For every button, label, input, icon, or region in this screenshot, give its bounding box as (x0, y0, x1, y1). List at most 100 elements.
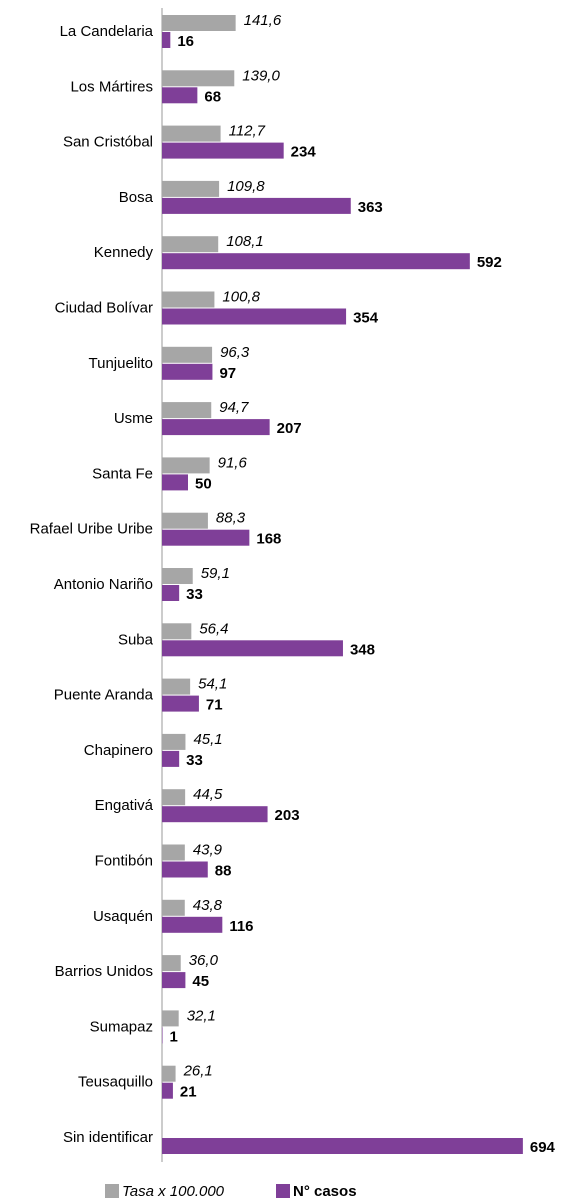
value-label: 116 (229, 918, 253, 935)
category-label: La Candelaria (60, 23, 154, 40)
bar (162, 678, 191, 695)
value-label: 88,3 (216, 510, 246, 527)
value-label: 59,1 (201, 565, 230, 582)
bar (162, 1138, 523, 1154)
bar (162, 806, 268, 823)
value-label: 56,4 (199, 620, 228, 637)
bar (162, 32, 171, 48)
value-label: 203 (275, 807, 300, 824)
value-label: 16 (177, 33, 194, 50)
category-label: Suba (118, 631, 154, 648)
value-label: 43,8 (193, 897, 223, 914)
value-label: 68 (204, 88, 221, 105)
value-label: 91,6 (218, 454, 248, 471)
value-label: 88 (215, 862, 232, 879)
bar (162, 15, 236, 31)
value-label: 100,8 (222, 288, 260, 305)
category-label: Los Mártires (70, 78, 153, 95)
bar (162, 197, 351, 214)
bar (162, 844, 185, 861)
category-label: Sumapaz (90, 1018, 153, 1035)
value-label: 33 (186, 752, 203, 769)
value-label: 94,7 (219, 399, 249, 416)
value-label: 108,1 (226, 233, 264, 250)
legend-label: N° casos (293, 1183, 357, 1200)
bar (162, 125, 221, 142)
bar (162, 142, 284, 159)
bar (162, 529, 250, 546)
value-label: 139,0 (242, 67, 280, 84)
category-label: Fontibón (95, 852, 153, 869)
value-label: 26,1 (183, 1063, 213, 1080)
legend-label: Tasa x 100.000 (122, 1183, 225, 1200)
bar (162, 308, 347, 325)
category-label: Usaquén (93, 908, 153, 925)
value-label: 33 (186, 586, 203, 603)
bar (162, 363, 213, 380)
category-label: Teusaquillo (78, 1074, 153, 1091)
bar (162, 750, 180, 767)
category-label: Sin identificar (63, 1129, 153, 1146)
category-label: Santa Fe (92, 465, 153, 482)
bar (162, 346, 213, 363)
category-label: Bosa (119, 189, 154, 206)
value-label: 32,1 (187, 1007, 216, 1024)
value-label: 43,9 (193, 841, 223, 858)
bar (162, 955, 181, 972)
value-label: 45,1 (193, 731, 222, 748)
value-label: 348 (350, 641, 375, 658)
bar (162, 291, 215, 308)
category-label: Chapinero (84, 742, 153, 759)
value-label: 44,5 (193, 786, 223, 803)
bar (162, 861, 208, 878)
value-label: 234 (291, 144, 317, 161)
value-label: 36,0 (189, 952, 219, 969)
value-label: 21 (180, 1084, 197, 1101)
category-label: Ciudad Bolívar (55, 299, 153, 316)
bar (162, 916, 223, 933)
category-label: San Cristóbal (63, 134, 153, 151)
value-label: 109,8 (227, 178, 265, 195)
value-label: 363 (358, 199, 383, 216)
legend-swatch (276, 1184, 290, 1198)
value-label: 71 (206, 697, 223, 714)
bar (162, 402, 212, 419)
bar (162, 419, 270, 436)
bar (162, 623, 192, 640)
bar (162, 457, 210, 474)
value-label: 45 (192, 973, 209, 990)
bar (162, 253, 470, 270)
category-label: Engativá (95, 797, 154, 814)
value-label: 592 (477, 254, 502, 271)
bar (162, 972, 186, 989)
bar (162, 1010, 179, 1027)
bar (162, 1082, 173, 1099)
value-label: 168 (256, 531, 281, 548)
value-label: 354 (353, 309, 379, 326)
bar (162, 568, 193, 584)
category-label: Puente Aranda (54, 687, 154, 704)
value-label: 97 (219, 365, 236, 382)
value-label: 207 (277, 420, 302, 437)
value-label: 141,6 (244, 12, 282, 29)
category-label: Rafael Uribe Uribe (30, 521, 153, 538)
value-label: 96,3 (220, 344, 250, 361)
bar (162, 87, 198, 104)
value-label: 54,1 (198, 676, 227, 693)
bar (162, 640, 343, 657)
bar (162, 512, 208, 529)
bar (162, 789, 186, 806)
value-label: 50 (195, 475, 212, 492)
bar (162, 733, 186, 750)
category-label: Tunjuelito (89, 355, 153, 372)
bar (162, 899, 185, 916)
bar (162, 695, 199, 712)
category-label: Barrios Unidos (55, 963, 153, 980)
bar (162, 236, 219, 253)
legend-swatch (105, 1184, 119, 1198)
value-label: 112,7 (229, 123, 266, 140)
bar (162, 180, 220, 197)
bar (162, 474, 188, 491)
bar (162, 70, 235, 87)
